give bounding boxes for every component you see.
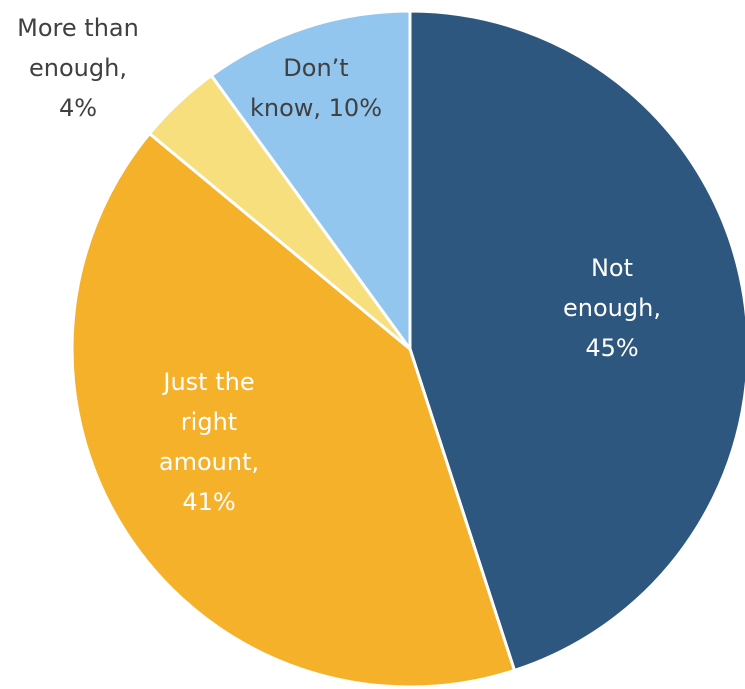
slice-label-line: 45% xyxy=(585,334,638,362)
slice-label-line: 41% xyxy=(182,488,235,516)
slice-label-not-enough: Not enough, 45% xyxy=(563,254,661,362)
pie-slices xyxy=(70,9,745,689)
slice-label-line: Not xyxy=(591,254,633,282)
slice-label-line: amount, xyxy=(159,448,259,476)
pie-slice-dont-know xyxy=(209,9,412,354)
slice-label-more-than-enough: More than enough, 4% xyxy=(17,14,139,122)
slice-label-line: More than xyxy=(17,14,139,42)
pie-slice-not-enough xyxy=(408,9,745,673)
slice-label-just-right-amount: Just the right amount, 41% xyxy=(159,368,259,516)
slice-label-line: Just the xyxy=(161,368,254,396)
slice-label-dont-know: Don’t know, 10% xyxy=(250,54,382,122)
slice-label-line: 4% xyxy=(59,94,97,122)
slice-labels: Not enough, 45% Just the right amount, 41% More… xyxy=(17,14,661,516)
slice-label-line: enough, xyxy=(563,294,661,322)
pie-slice-just-right-amount xyxy=(70,131,517,689)
slice-label-line: enough, xyxy=(29,54,127,82)
slice-label-line: know, 10% xyxy=(250,94,382,122)
slice-label-line: right xyxy=(181,408,237,436)
slice-label-line: Don’t xyxy=(283,54,348,82)
